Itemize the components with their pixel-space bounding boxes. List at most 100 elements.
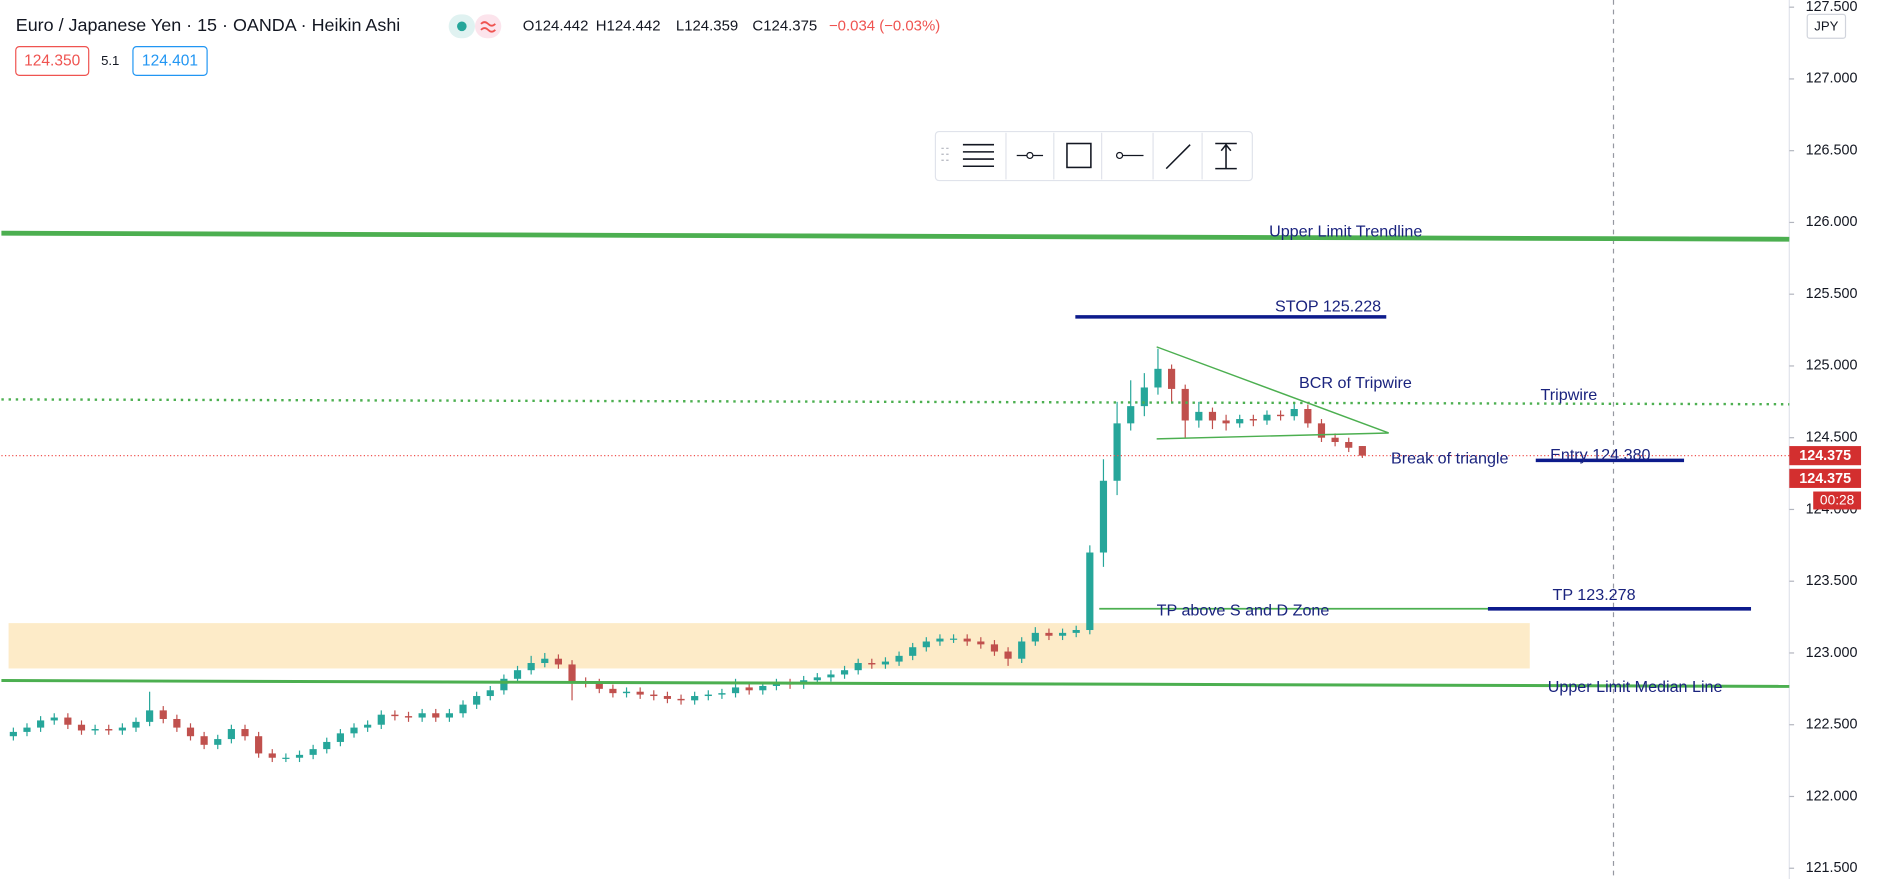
candle-body [459, 704, 467, 714]
y-tick-label: 126.000 [1806, 214, 1858, 230]
candle-body [1277, 414, 1285, 417]
candle-body [1072, 630, 1080, 633]
candle-body [486, 690, 494, 697]
candle-body [173, 718, 181, 728]
y-tick-label: 125.500 [1806, 286, 1858, 302]
candle-body [1208, 411, 1217, 421]
spread: 5.1 [101, 53, 119, 68]
candle-body [513, 670, 522, 679]
candle-body [990, 644, 999, 652]
candle-body [663, 696, 672, 699]
drawn-line [1, 230, 1790, 242]
candle-body [37, 720, 45, 728]
trend-icon[interactable] [1165, 144, 1191, 170]
candle-body [854, 663, 862, 671]
note: Break of triangle [1391, 449, 1508, 467]
ohlc-value: L124.359 [676, 17, 738, 34]
candle-body [200, 736, 208, 745]
candle-body [500, 678, 508, 691]
wave-icon [480, 21, 496, 33]
candle-body [309, 749, 317, 755]
drawn-line [1156, 432, 1389, 440]
price-label: 124.375 [1799, 471, 1851, 487]
y-tick-label: 123.500 [1806, 573, 1858, 589]
candle-body [118, 727, 126, 731]
candle-body [91, 729, 99, 731]
supply-demand-zone [8, 623, 1530, 669]
y-tick-label: 127.500 [1806, 0, 1858, 15]
candle-body [159, 710, 167, 719]
candle-body [282, 757, 290, 759]
y-tick-label: 122.000 [1806, 788, 1858, 804]
line-label: TP above S and D Zone [1157, 601, 1330, 619]
candle-body [691, 696, 699, 701]
buy-button[interactable] [132, 46, 208, 76]
indicator-toggle[interactable] [474, 14, 502, 39]
candle-body [227, 729, 235, 740]
buy-price: 124.401 [142, 53, 198, 70]
candle-body [132, 721, 140, 728]
candle-body [718, 693, 726, 695]
candle-body [1345, 442, 1353, 448]
ohlc-value: O124.442 [523, 17, 589, 34]
y-tick-label: 121.500 [1806, 860, 1858, 876]
candle-body [1263, 414, 1271, 421]
candle-body [704, 694, 712, 697]
shape-icon[interactable] [1066, 142, 1092, 169]
y-tick-label: 126.500 [1806, 142, 1858, 158]
line-label: STOP 125.228 [1275, 298, 1381, 316]
candle-body [745, 687, 753, 691]
candle-body [268, 753, 276, 758]
candle-body [241, 729, 249, 737]
candle-body [677, 698, 685, 701]
candle-body [1154, 368, 1162, 388]
candle-body [922, 641, 930, 648]
y-tick-label: 124.500 [1806, 430, 1858, 446]
candle-body [377, 714, 385, 725]
candle-body [1317, 423, 1326, 438]
ohlc-value: −0.034 (−0.03%) [829, 17, 940, 34]
candle-body [295, 754, 304, 758]
candle-body [350, 727, 358, 734]
candle-body [1168, 368, 1176, 389]
y-tick-label: 127.000 [1806, 71, 1858, 87]
line-label: Upper Limit Trendline [1269, 222, 1422, 240]
candle-body [1086, 552, 1094, 631]
candle-body [1113, 423, 1121, 481]
last-price-label: 124.375 [1799, 448, 1851, 464]
countdown: 00:28 [1820, 493, 1855, 508]
candle-body [1304, 409, 1312, 424]
candle-body [868, 663, 876, 665]
measure-icon[interactable] [1215, 142, 1237, 170]
candle-body [432, 713, 440, 718]
status-dot [457, 21, 467, 32]
candle-body [418, 713, 426, 718]
candle-body [23, 727, 31, 732]
candle-body [731, 687, 740, 694]
candle-body [1058, 632, 1067, 636]
line-label: TP 123.278 [1553, 586, 1636, 604]
style-icon[interactable] [1026, 151, 1034, 160]
candle-body [609, 688, 617, 694]
toolbar-frame [934, 130, 1253, 182]
currency-box[interactable] [1806, 13, 1847, 39]
candle-body [881, 661, 890, 665]
candle-body [64, 717, 72, 725]
template-icon[interactable] [962, 143, 995, 168]
candle-body [214, 739, 222, 745]
candle-body [77, 724, 86, 731]
candle-body [473, 696, 481, 705]
candle-body [527, 663, 535, 671]
candle-body [146, 710, 154, 722]
line-label: Entry 124.380 [1550, 446, 1650, 464]
candle-body [1331, 437, 1339, 443]
drag-handle[interactable] [941, 147, 949, 161]
drawn-line [1156, 346, 1389, 434]
candle-body [323, 741, 331, 750]
ohlc-value: H124.442 [596, 17, 661, 34]
line-label: Upper Limit Median Line [1548, 678, 1723, 696]
candle-body [1099, 480, 1108, 553]
sell-button[interactable] [15, 46, 90, 76]
